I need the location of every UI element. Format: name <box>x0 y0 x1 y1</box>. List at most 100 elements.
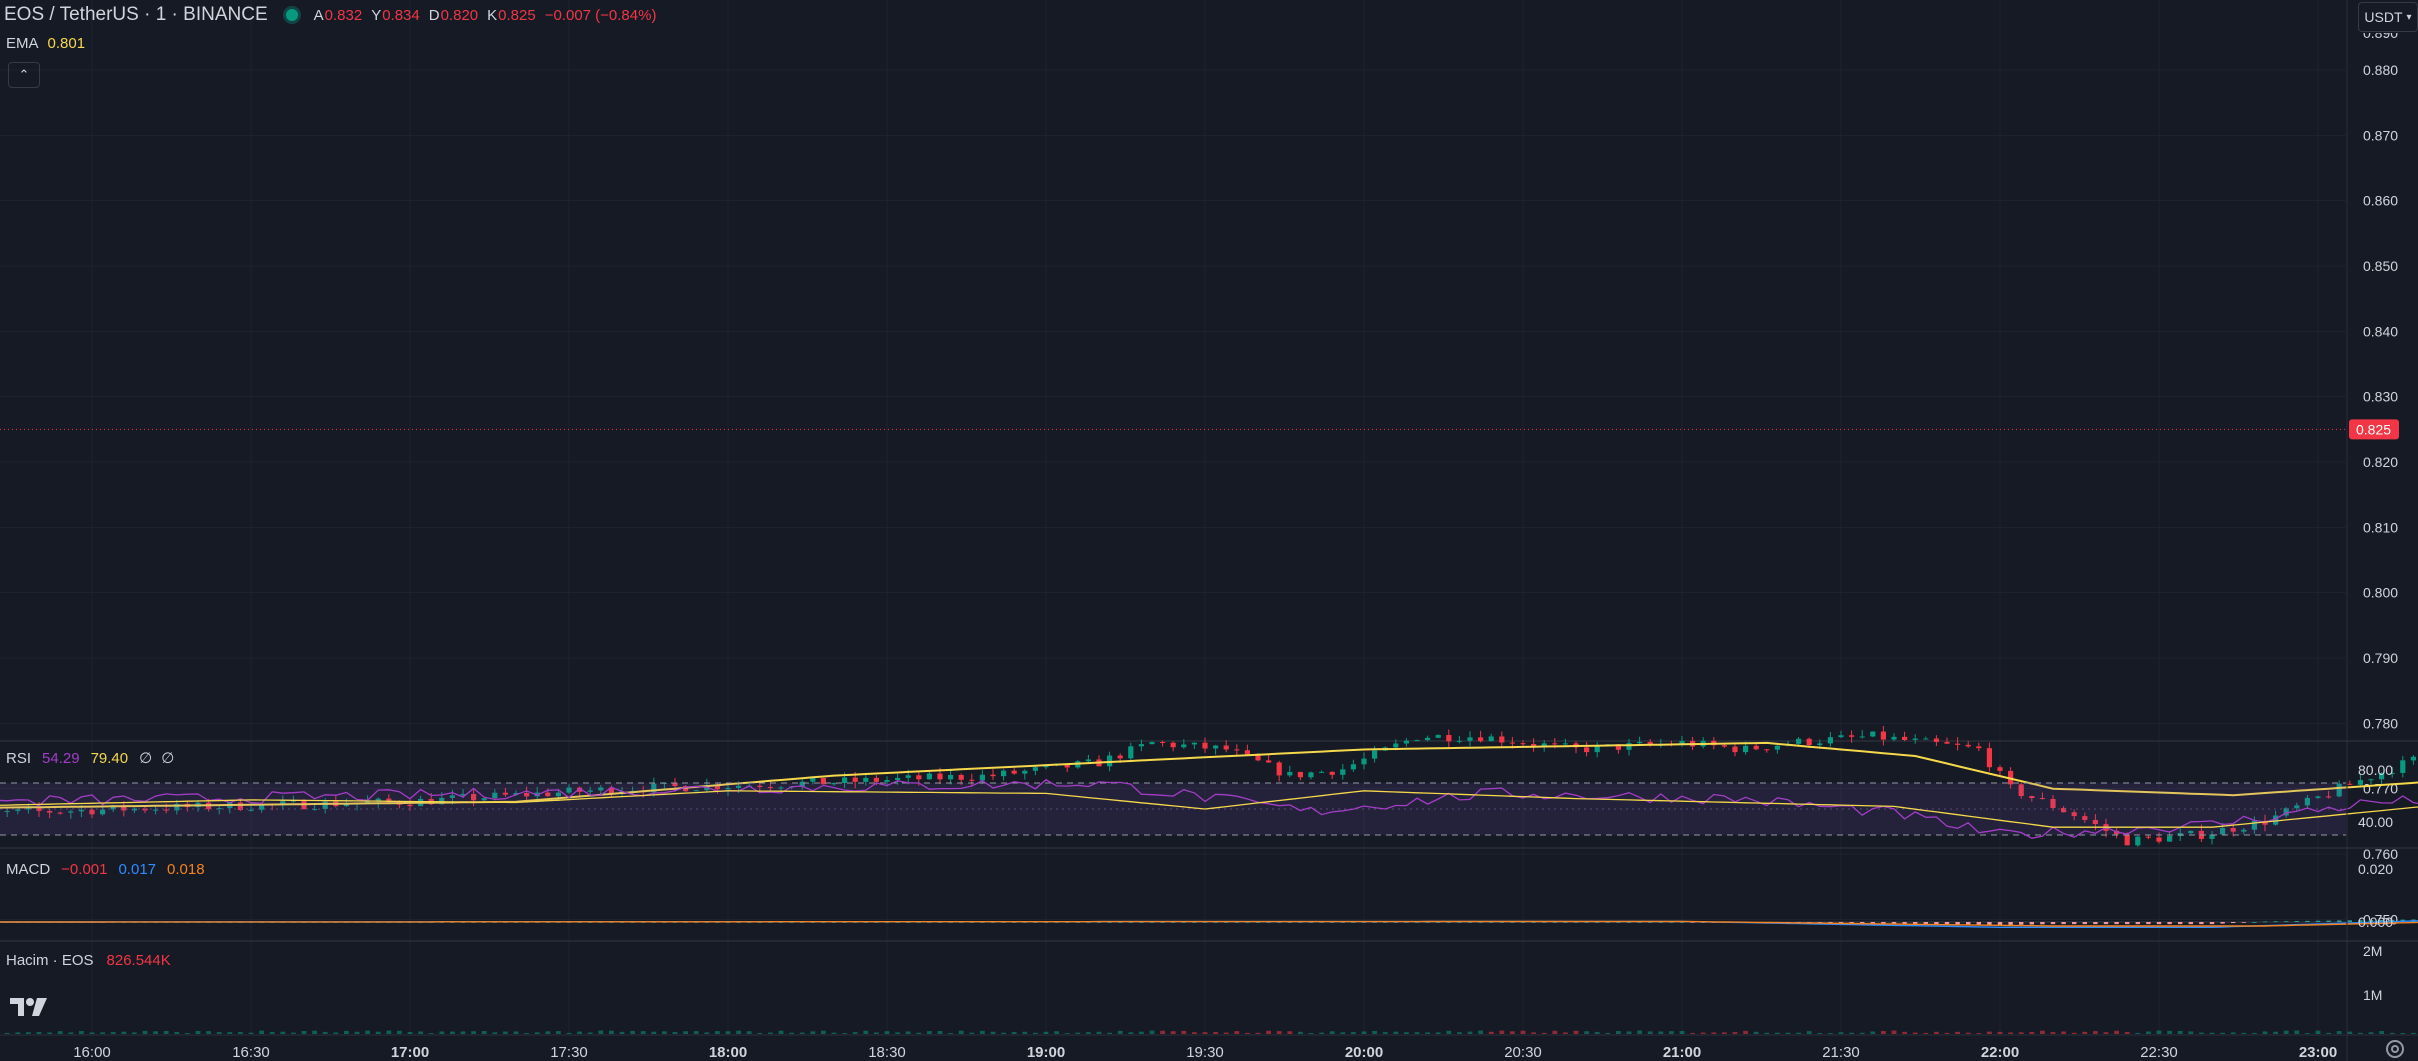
time-tick-label: 19:30 <box>1186 1044 1224 1061</box>
volume-bar <box>2167 1030 2172 1034</box>
collapse-legend-button[interactable]: ⌃ <box>8 62 40 88</box>
macd-histogram-bar <box>1149 922 1155 923</box>
candle-body <box>2368 779 2374 781</box>
candle-body <box>1976 746 1982 749</box>
volume-bar <box>1435 1032 1441 1034</box>
volume-bar <box>1361 1031 1367 1034</box>
volume-bar <box>163 1030 169 1034</box>
macd-histogram-bar <box>1277 922 1282 923</box>
candle-body <box>1838 735 1844 738</box>
volume-bar <box>153 1031 158 1034</box>
high-value: 0.834 <box>382 6 420 24</box>
volume-bar <box>301 1030 307 1034</box>
candle-body <box>1244 750 1250 755</box>
macd-histogram-bar <box>1595 922 1600 923</box>
open-value: 0.832 <box>324 6 363 24</box>
volume-bar <box>2146 1031 2151 1034</box>
volume-bar <box>2093 1031 2098 1034</box>
candle-body <box>15 809 21 811</box>
macd-histogram-bar <box>1287 922 1292 923</box>
macd-histogram-bar <box>2072 922 2077 925</box>
rsi-legend[interactable]: RSI 54.29 79.40 ∅ ∅ <box>6 749 177 768</box>
volume-bar <box>2061 1031 2066 1034</box>
ema-legend[interactable]: EMA 0.801 <box>6 35 88 52</box>
symbol-title[interactable]: EOS / TetherUS · 1 · BINANCE <box>4 4 268 25</box>
candle-body <box>1425 737 1431 741</box>
candle-body <box>1679 740 1685 745</box>
candle-body <box>2050 798 2056 808</box>
macd-histogram-bar <box>1881 922 1886 924</box>
volume-bar <box>1594 1031 1600 1034</box>
macd-histogram-bar <box>1669 922 1674 923</box>
candle-body <box>121 805 127 811</box>
volume-bar <box>15 1032 21 1034</box>
candle-body <box>725 787 731 790</box>
macd-histogram-bar <box>1181 922 1186 923</box>
candle-body <box>2347 783 2353 785</box>
macd-histogram-bar <box>1372 922 1377 923</box>
settings-icon[interactable] <box>2386 1040 2404 1058</box>
tradingview-logo-icon[interactable] <box>10 996 48 1018</box>
volume-bar <box>566 1032 572 1034</box>
macd-line <box>0 920 2418 928</box>
candle-body <box>47 810 53 813</box>
volume-bar <box>89 1032 95 1034</box>
volume-bar <box>2315 1030 2321 1034</box>
volume-bar <box>1192 1032 1197 1034</box>
rsi-ma-value: 79.40 <box>90 749 129 767</box>
volume-legend[interactable]: Hacim · EOS 826.544K <box>6 952 174 969</box>
macd-histogram-bar <box>1997 922 2003 926</box>
change-value: −0.007 (−0.84%) <box>544 6 657 24</box>
candle-body <box>1615 744 1621 750</box>
macd-histogram-bar <box>1902 922 1907 925</box>
volume-bar <box>662 1031 667 1034</box>
volume-bar <box>2124 1031 2130 1034</box>
candle-body <box>1011 770 1017 774</box>
volume-bar <box>619 1031 625 1034</box>
candle-body <box>884 780 890 782</box>
candle-body <box>2029 795 2035 799</box>
volume-bar <box>1838 1032 1844 1034</box>
candle-body <box>566 787 572 793</box>
time-tick-label: 22:00 <box>1981 1044 2019 1061</box>
candle-body <box>1287 771 1293 776</box>
volume-bar <box>1944 1032 1950 1034</box>
volume-bar <box>852 1032 858 1034</box>
candle-body <box>1637 741 1643 744</box>
volume-bar <box>1700 1032 1706 1034</box>
volume-bar <box>2273 1031 2278 1034</box>
candle-body <box>873 777 879 782</box>
macd-histogram-bar <box>1955 922 1960 925</box>
macd-tick-label: 0.020 <box>2358 861 2393 877</box>
candle-body <box>1626 743 1632 750</box>
candle-body <box>2220 828 2226 835</box>
volume-bar <box>1298 1031 1303 1034</box>
macd-legend[interactable]: MACD −0.001 0.017 0.018 <box>6 861 208 878</box>
rsi-tick-label: 40.00 <box>2358 814 2393 830</box>
volume-bar <box>969 1032 975 1034</box>
volume-bar <box>1319 1032 1324 1034</box>
macd-histogram-bar <box>1202 922 1208 923</box>
volume-bar <box>1828 1033 1833 1034</box>
currency-selector-button[interactable]: USDT ▾ <box>2358 2 2418 32</box>
time-tick-label: 21:30 <box>1822 1044 1860 1061</box>
macd-histogram-bar <box>2273 921 2278 923</box>
candle-body <box>524 792 530 797</box>
macd-histogram-bar <box>1393 922 1398 923</box>
candle-body <box>78 809 84 812</box>
macd-histogram-bar <box>2284 921 2289 922</box>
volume-bar <box>1563 1032 1568 1034</box>
volume-bar <box>2008 1032 2013 1034</box>
price-tick-label: 0.880 <box>2363 62 2398 78</box>
macd-histogram-bar <box>1552 922 1557 923</box>
price-axis: 0.880 0.870 0.860 0.850 0.840 0.830 0.820 0.810… <box>2363 62 2398 927</box>
volume-bar <box>1785 1032 1791 1034</box>
candle-body <box>1478 737 1484 742</box>
volume-bar <box>577 1031 582 1034</box>
macd-histogram-bar <box>2252 922 2257 923</box>
macd-histogram-bar <box>1096 922 1102 923</box>
volume-bar <box>2199 1032 2204 1034</box>
candle-body <box>1562 743 1568 745</box>
price-tick-label: 0.760 <box>2363 846 2398 862</box>
